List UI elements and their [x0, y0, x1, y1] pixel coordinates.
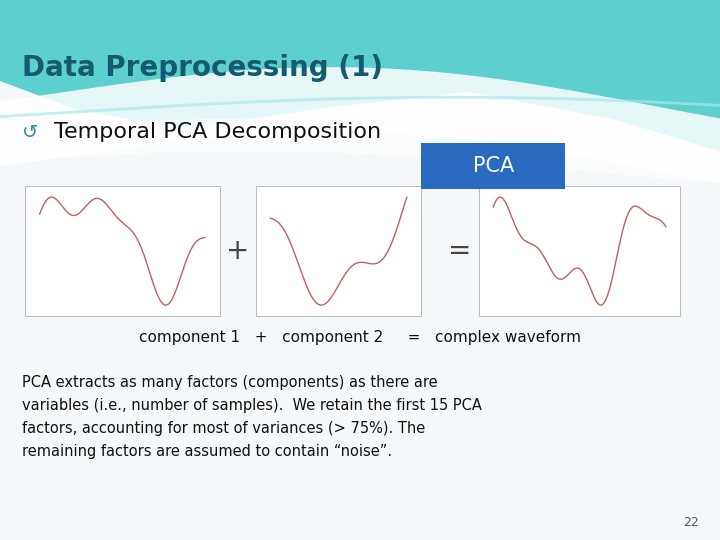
Text: =: = — [448, 237, 471, 265]
Polygon shape — [0, 119, 720, 186]
FancyBboxPatch shape — [421, 143, 565, 189]
Polygon shape — [0, 67, 720, 190]
Text: 22: 22 — [683, 516, 698, 529]
FancyBboxPatch shape — [479, 186, 680, 316]
FancyBboxPatch shape — [25, 186, 220, 316]
Text: ↺: ↺ — [22, 123, 38, 142]
Text: Temporal PCA Decomposition: Temporal PCA Decomposition — [54, 122, 381, 143]
Text: PCA: PCA — [472, 156, 514, 177]
Text: +: + — [226, 237, 249, 265]
Polygon shape — [0, 0, 720, 151]
Text: component 1   +   component 2     =   complex waveform: component 1 + component 2 = complex wave… — [139, 330, 581, 345]
Text: Data Preprocessing (1): Data Preprocessing (1) — [22, 53, 382, 82]
Text: PCA extracts as many factors (components) as there are
variables (i.e., number o: PCA extracts as many factors (components… — [22, 375, 482, 458]
FancyBboxPatch shape — [256, 186, 421, 316]
